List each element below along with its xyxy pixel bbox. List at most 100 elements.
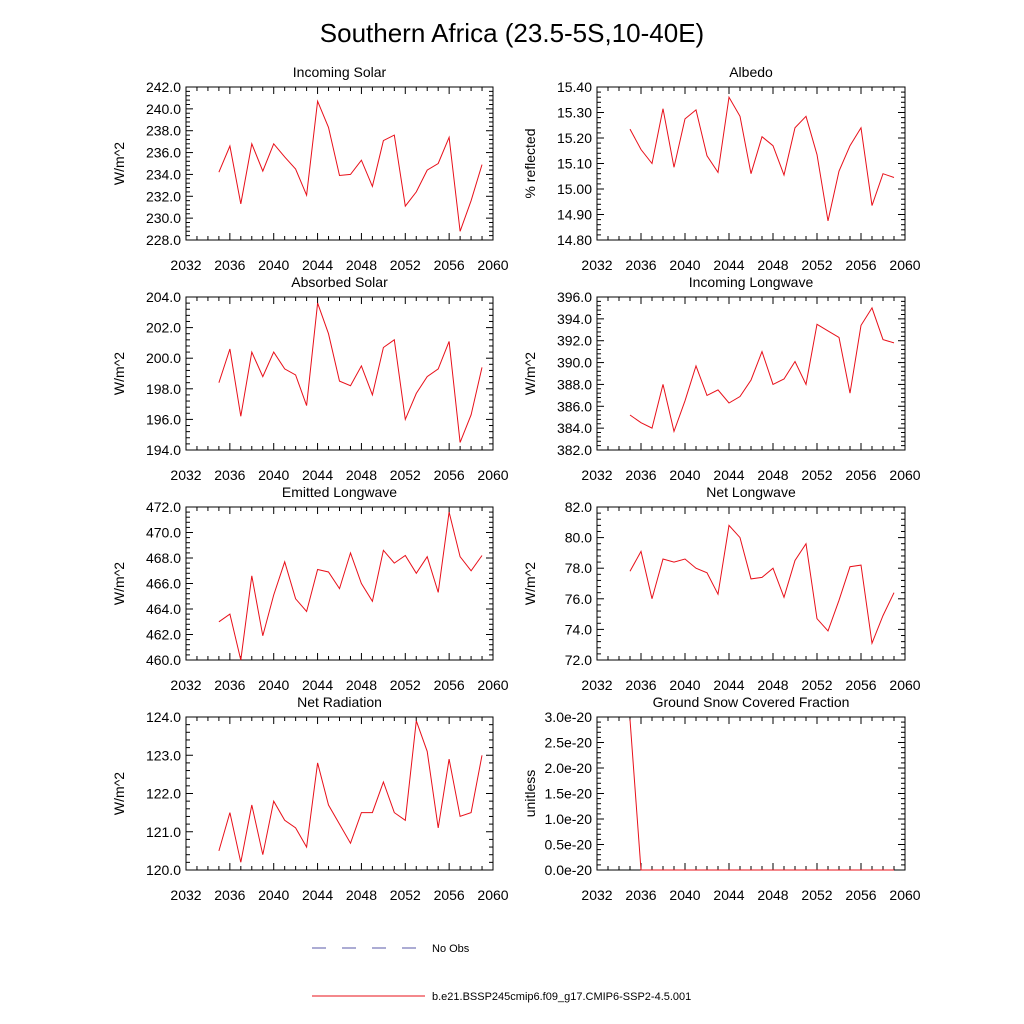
x-tick-label: 2060	[477, 257, 508, 273]
y-tick-label: 15.20	[557, 130, 592, 146]
x-tick-label: 2044	[302, 257, 333, 273]
panel-6: Net Longwave W/m^2 72.0 74.0 76.0 78.0 80.0 82.…	[522, 484, 921, 693]
plot-frame	[596, 716, 906, 871]
y-tick-label: 394.0	[557, 311, 592, 327]
x-tick-label: 2060	[477, 887, 508, 903]
x-tick-label: 2048	[757, 677, 788, 693]
x-tick-label: 2032	[581, 467, 612, 483]
y-axis-label: W/m^2	[111, 772, 127, 815]
y-tick-label: 384.0	[557, 420, 592, 436]
y-tick-label: 76.0	[565, 591, 592, 607]
x-tick-label: 2048	[346, 677, 377, 693]
legend-obs-label: No Obs	[432, 943, 470, 955]
panel-5: Emitted Longwave W/m^2 460.0 462.0 464.0 466.…	[111, 484, 509, 693]
y-tick-label: 200.0	[146, 350, 181, 366]
x-tick-label: 2052	[390, 677, 421, 693]
y-tick-label: 121.0	[146, 824, 181, 840]
x-tick-label: 2044	[713, 257, 744, 273]
x-tick-label: 2060	[889, 257, 920, 273]
x-tick-label: 2048	[346, 257, 377, 273]
x-tick-label: 2032	[581, 677, 612, 693]
series-line	[218, 302, 483, 443]
series-line	[629, 95, 895, 222]
x-tick-label: 2052	[801, 677, 832, 693]
y-axis-label: W/m^2	[111, 142, 127, 185]
series-line	[218, 720, 483, 863]
y-tick-label: 2.5e-20	[545, 735, 593, 751]
y-tick-label: 198.0	[146, 381, 181, 397]
y-axis-label: W/m^2	[522, 352, 538, 395]
y-tick-label: 15.40	[557, 79, 592, 95]
x-tick-label: 2044	[713, 467, 744, 483]
x-tick-label: 2056	[845, 467, 876, 483]
panel-7: Net Radiation W/m^2 120.0 121.0 122.0 123.0 12…	[111, 694, 509, 903]
y-tick-label: 122.0	[146, 786, 181, 802]
y-tick-label: 123.0	[146, 747, 181, 763]
y-tick-label: 388.0	[557, 376, 592, 392]
legend-model-label: b.e21.BSSP245cmip6.f09_g17.CMIP6-SSP2-4.…	[432, 991, 691, 1003]
y-tick-label: 3.0e-20	[545, 709, 593, 725]
legend: No Obs b.e21.BSSP245cmip6.f09_g17.CMIP6-…	[312, 943, 691, 1003]
x-tick-label: 2056	[434, 677, 465, 693]
x-tick-label: 2036	[214, 677, 245, 693]
y-tick-label: 204.0	[146, 289, 181, 305]
x-tick-label: 2040	[258, 257, 289, 273]
y-tick-label: 202.0	[146, 320, 181, 336]
x-tick-label: 2060	[477, 677, 508, 693]
x-tick-label: 2060	[889, 467, 920, 483]
y-tick-label: 2.0e-20	[545, 760, 593, 776]
y-axis-label: W/m^2	[111, 352, 127, 395]
x-tick-label: 2044	[302, 467, 333, 483]
y-tick-label: 0.0e-20	[545, 862, 593, 878]
y-tick-label: 15.10	[557, 156, 592, 172]
series-line	[218, 99, 483, 232]
x-tick-label: 2056	[845, 887, 876, 903]
series-line	[629, 306, 895, 434]
x-tick-label: 2056	[434, 887, 465, 903]
x-tick-label: 2052	[801, 467, 832, 483]
y-tick-label: 232.0	[146, 188, 181, 204]
y-tick-label: 15.00	[557, 181, 592, 197]
panel-title: Net Longwave	[706, 484, 796, 500]
series-line	[629, 524, 895, 646]
x-tick-label: 2052	[390, 257, 421, 273]
x-tick-label: 2036	[214, 467, 245, 483]
panel-4: Incoming Longwave W/m^2 382.0 384.0 386.0 388…	[522, 274, 921, 483]
y-tick-label: 466.0	[146, 576, 181, 592]
y-tick-label: 1.5e-20	[545, 786, 593, 802]
x-tick-label: 2060	[889, 887, 920, 903]
x-tick-label: 2060	[477, 467, 508, 483]
y-axis-label: unitless	[522, 770, 538, 817]
y-axis-label: W/m^2	[522, 562, 538, 605]
y-tick-label: 470.0	[146, 525, 181, 541]
x-tick-label: 2044	[302, 887, 333, 903]
y-tick-label: 194.0	[146, 442, 181, 458]
x-tick-label: 2032	[170, 257, 201, 273]
y-tick-label: 390.0	[557, 355, 592, 371]
x-tick-label: 2060	[889, 677, 920, 693]
y-tick-label: 468.0	[146, 550, 181, 566]
y-tick-label: 78.0	[565, 560, 592, 576]
x-tick-label: 2048	[757, 467, 788, 483]
x-tick-label: 2036	[625, 467, 656, 483]
x-tick-label: 2036	[625, 257, 656, 273]
y-tick-label: 472.0	[146, 499, 181, 515]
y-tick-label: 1.0e-20	[545, 811, 593, 827]
series-line	[629, 719, 894, 871]
x-tick-label: 2048	[346, 467, 377, 483]
x-tick-label: 2044	[713, 887, 744, 903]
y-tick-label: 228.0	[146, 232, 181, 248]
panel-1: Incoming Solar W/m^2 228.0 230.0 232.0 234.0 2…	[111, 64, 509, 273]
x-tick-label: 2040	[258, 677, 289, 693]
x-tick-label: 2056	[845, 677, 876, 693]
y-tick-label: 234.0	[146, 166, 181, 182]
x-tick-label: 2052	[390, 887, 421, 903]
x-tick-label: 2052	[801, 257, 832, 273]
plot-frame	[185, 86, 494, 241]
panel-title: Emitted Longwave	[282, 484, 397, 500]
y-axis-label: % reflected	[522, 128, 538, 198]
panel-3: Absorbed Solar W/m^2 194.0 196.0 198.0 200.0 2…	[111, 274, 509, 483]
y-tick-label: 462.0	[146, 627, 181, 643]
plot-frame	[596, 296, 906, 451]
